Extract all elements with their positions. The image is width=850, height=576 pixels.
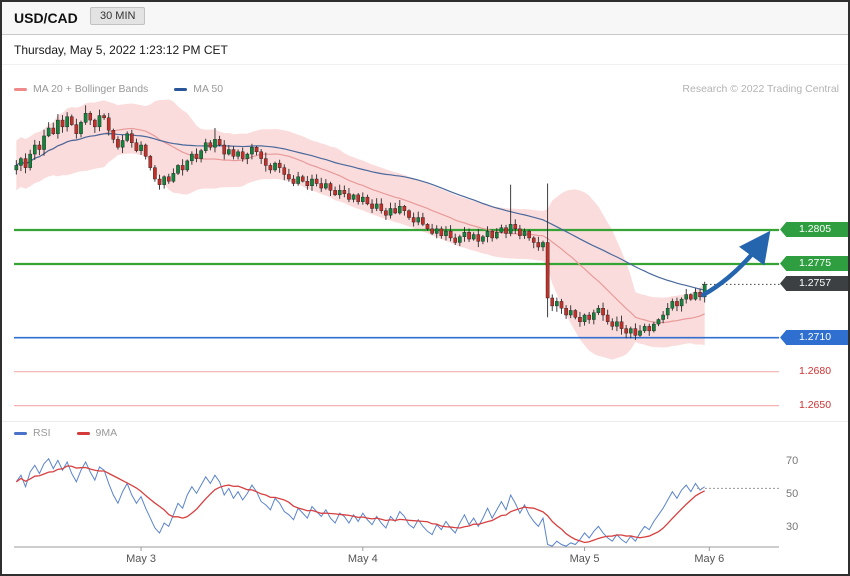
projection-arrow xyxy=(700,230,771,298)
rsi-axis-label: 70 xyxy=(786,455,799,467)
rsi-legend-label: RSI xyxy=(33,427,51,439)
level-lines xyxy=(14,228,780,407)
bollinger-legend-label: MA 20 + Bollinger Bands xyxy=(33,83,149,95)
panel-divider xyxy=(2,421,848,422)
ma50-legend-swatch-icon xyxy=(174,87,188,91)
rsi-ma9-line xyxy=(15,465,705,544)
symbol-title: USD/CAD xyxy=(14,10,78,26)
rsi-panel-lines xyxy=(15,457,705,547)
x-axis-label: May 3 xyxy=(126,553,157,565)
rsi-line xyxy=(15,457,705,547)
rsi-ma-legend-label: 9MA xyxy=(95,427,118,439)
price-tag-1.2775: 1.2775 xyxy=(780,256,848,271)
x-axis xyxy=(14,546,779,551)
main-legend: MA 20 + Bollinger Bands MA 50 xyxy=(14,83,223,95)
price-label-1.2680: 1.2680 xyxy=(798,365,832,377)
rsi-axis-label: 50 xyxy=(786,488,799,500)
rsi-legend-swatch-icon xyxy=(14,431,27,435)
timeframe-badge[interactable]: 30 MIN xyxy=(90,7,146,25)
chart-datetime: Thursday, May 5, 2022 1:23:12 PM CET xyxy=(14,43,228,57)
rsi-ma-legend-swatch-icon xyxy=(76,431,90,435)
x-axis-label: May 6 xyxy=(694,553,725,565)
x-axis-label: May 4 xyxy=(347,553,378,565)
bollinger-legend-swatch-icon xyxy=(14,87,27,91)
rsi-axis-label: 30 xyxy=(786,521,799,533)
price-tag-1.2757: 1.2757 xyxy=(780,276,848,291)
price-tag-1.2710: 1.2710 xyxy=(780,330,848,345)
ma50-legend-label: MA 50 xyxy=(193,83,224,95)
header-divider xyxy=(2,64,848,65)
research-credit: Research © 2022 Trading Central xyxy=(682,83,839,95)
header-bar: USD/CAD 30 MIN xyxy=(2,2,848,35)
rsi-legend: RSI 9MA xyxy=(14,427,117,439)
x-axis-label: May 5 xyxy=(569,553,600,565)
price-label-1.2650: 1.2650 xyxy=(798,399,832,411)
price-tag-1.2805: 1.2805 xyxy=(780,222,848,237)
candles xyxy=(14,105,707,340)
ma20-line xyxy=(15,127,705,324)
